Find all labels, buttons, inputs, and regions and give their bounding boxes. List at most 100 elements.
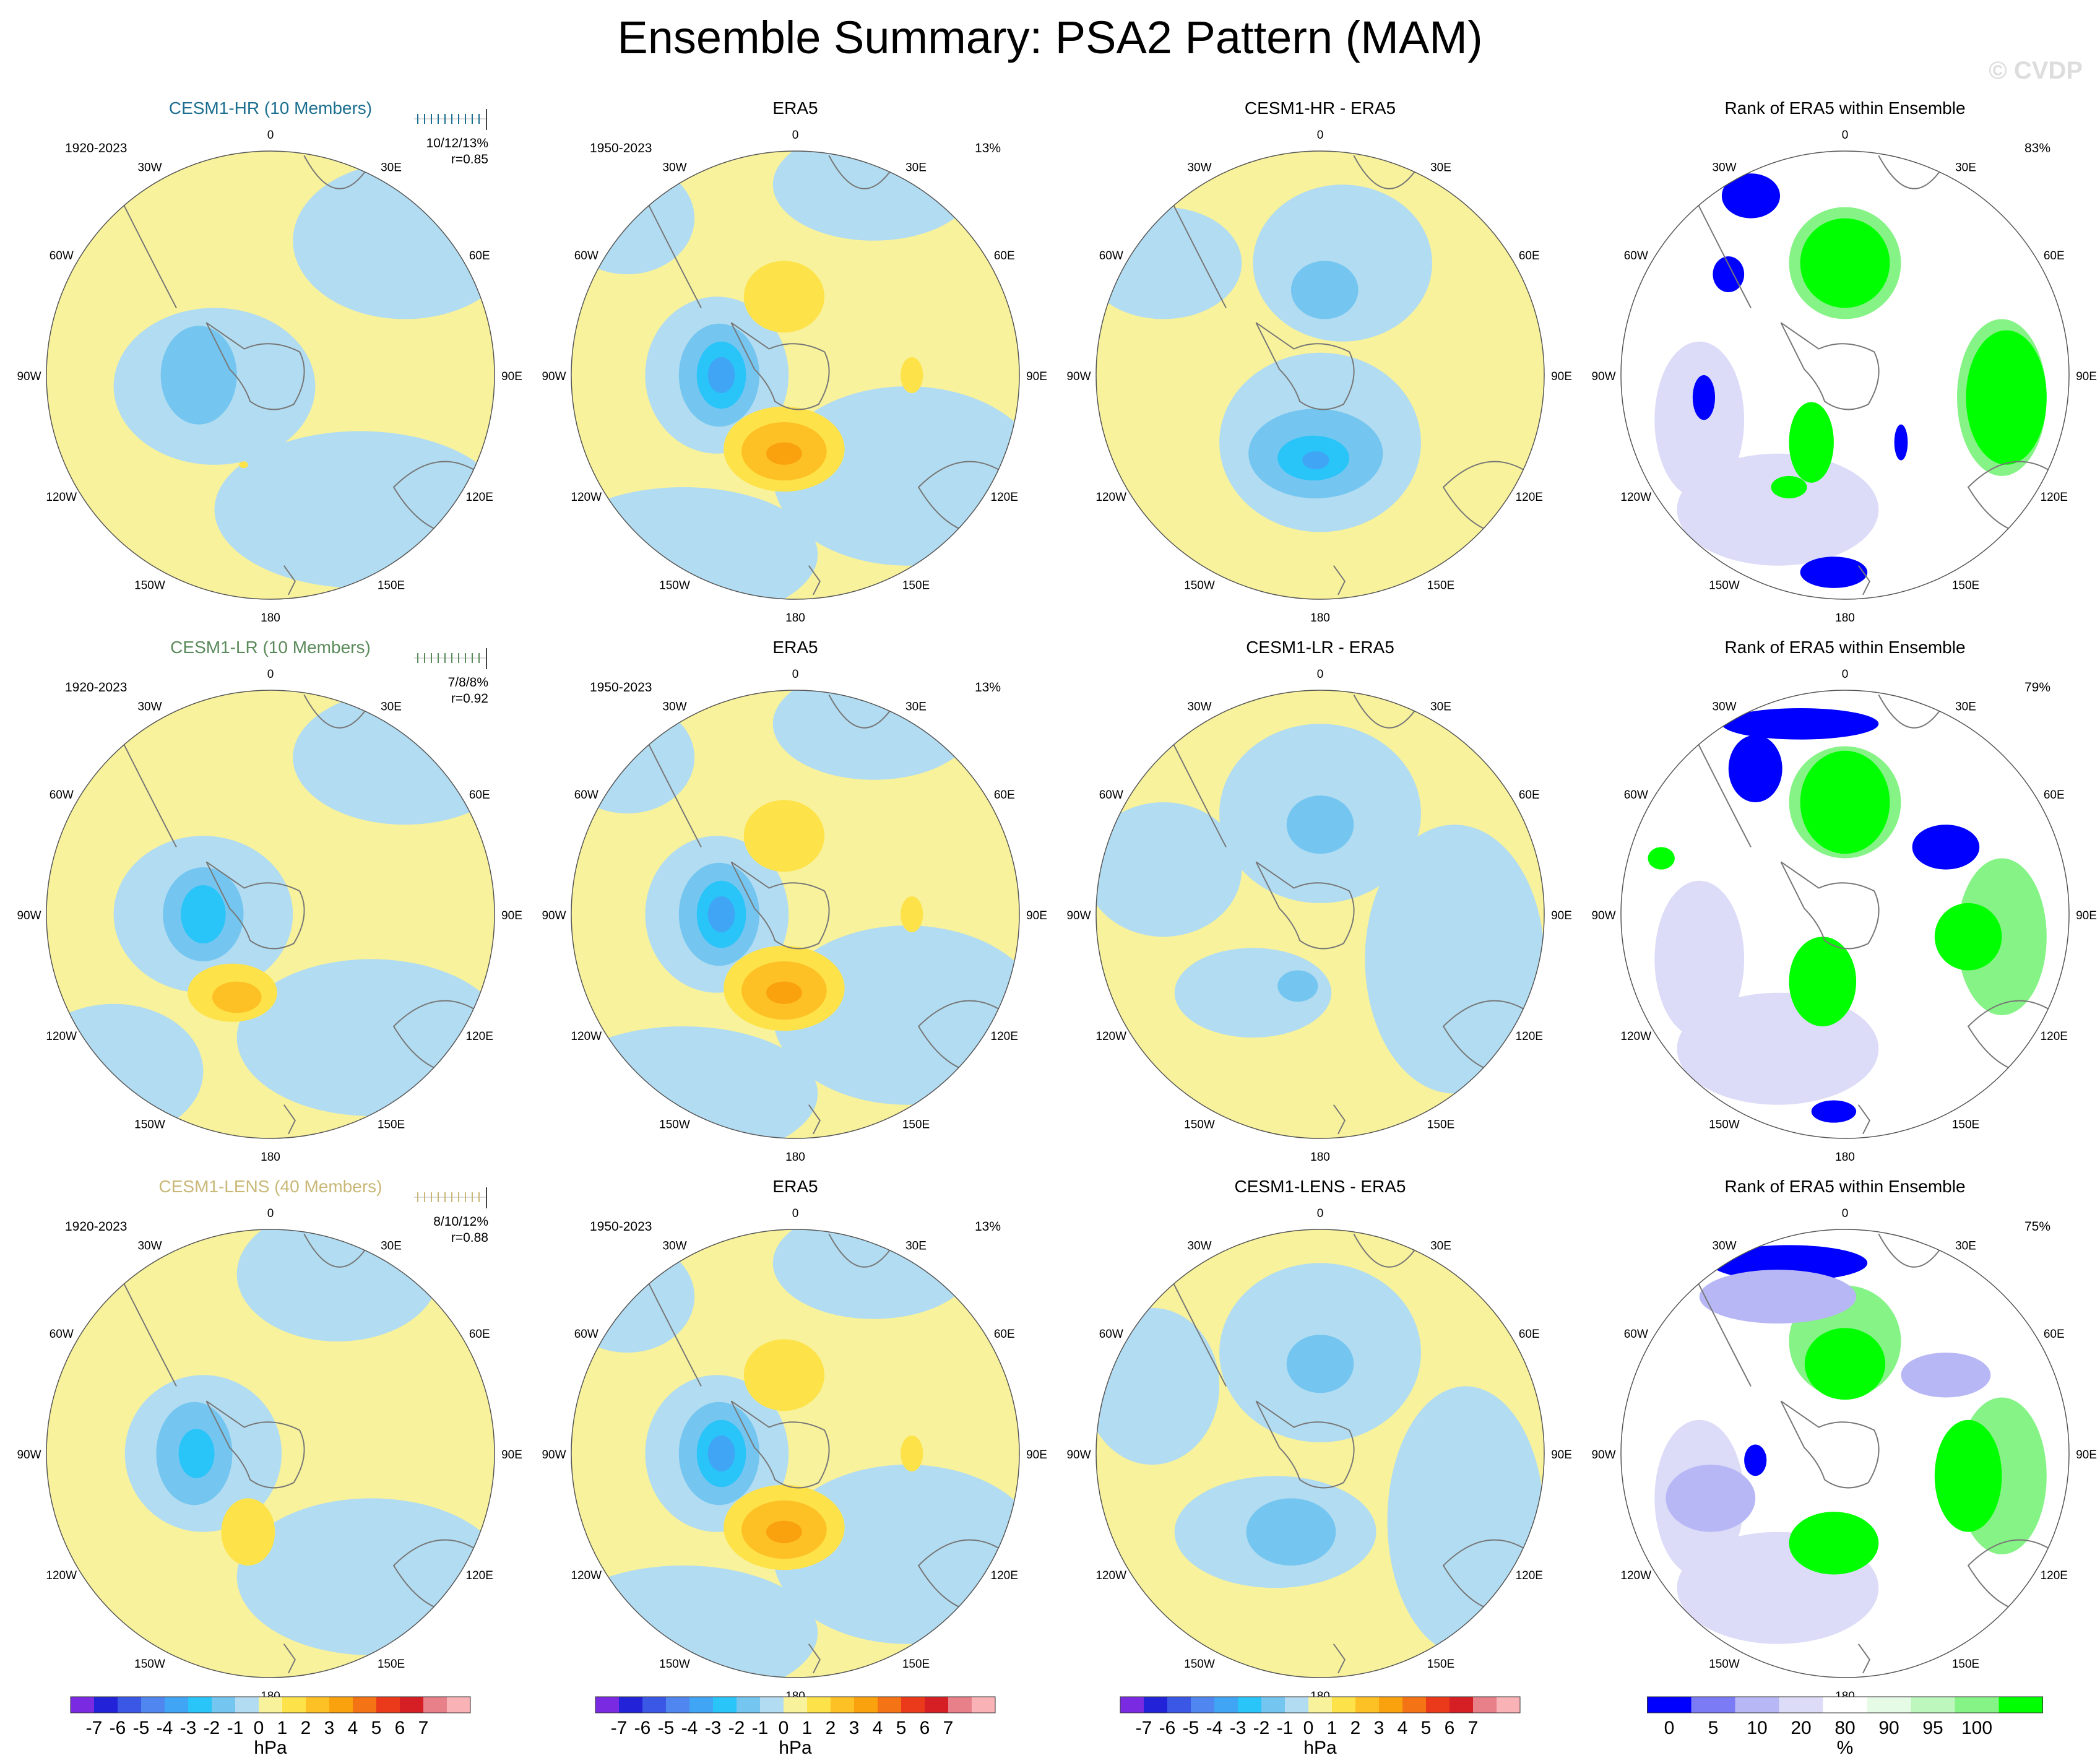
lon-label: 120E: [466, 1569, 493, 1582]
lon-label: 60W: [1624, 1328, 1648, 1341]
lon-label: 90E: [1026, 909, 1047, 922]
negative-region: [1174, 948, 1332, 1038]
lon-label: 60E: [2044, 249, 2065, 262]
colorbar-box: [1473, 1697, 1497, 1713]
colorbar-tick-label: -1: [752, 1718, 769, 1738]
lon-label: 30E: [1430, 700, 1451, 713]
lon-label: 90W: [17, 1449, 41, 1462]
lon-label: 120W: [571, 1030, 602, 1043]
antarctica-outline: [205, 322, 305, 410]
map-border: [571, 690, 1020, 1139]
lon-label: 180: [261, 612, 280, 625]
diff-title: CESM1-HR - ERA5: [1245, 98, 1396, 118]
colorbar-box: [831, 1697, 854, 1713]
lon-label: 60W: [1624, 249, 1648, 262]
lon-label: 150E: [378, 1658, 405, 1671]
lon-label: 60W: [1624, 789, 1648, 802]
model-r: r=0.88: [451, 1231, 488, 1245]
colorbar-box: [188, 1697, 212, 1713]
contour-region: [221, 1498, 275, 1566]
antarctica-outline: [730, 1400, 830, 1489]
lon-label: 150W: [1184, 579, 1215, 592]
colorbar-tick-label: 100: [1961, 1718, 1992, 1738]
panel-r1-obs: 0 30E 60E 90E 120E 150E 180 150W 120W 90W 60W 30W ER…: [542, 638, 1047, 1164]
africa-outline: [1878, 155, 1947, 189]
colorbar-tick-label: -7: [1136, 1718, 1152, 1738]
map-border: [46, 690, 495, 1139]
new-zealand-outline: [283, 565, 296, 596]
colorbar-tick-label: 5: [1421, 1718, 1432, 1738]
lon-label: 120E: [466, 491, 493, 504]
negative-region: [571, 487, 818, 599]
contour-region: [901, 896, 923, 932]
lon-label: 30E: [905, 700, 927, 713]
lon-label: 120E: [2041, 1569, 2068, 1582]
colorbar-box: [1285, 1697, 1308, 1713]
rank-region: [1789, 1512, 1879, 1575]
contour-region: [1290, 261, 1359, 319]
model-r: r=0.85: [451, 152, 488, 167]
contour-region: [766, 442, 802, 465]
rank-region: [1800, 557, 1868, 588]
colorbar-hpa: -7 -6 -5 -4 -3 -2 -1 0 1 2 3 4 5 6 7 hPa: [70, 1696, 471, 1758]
lon-label: 150W: [659, 579, 690, 592]
rank-region: [1721, 173, 1781, 219]
rank-title: Rank of ERA5 within Ensemble: [1724, 638, 1965, 657]
colorbar-box: [1167, 1697, 1191, 1713]
africa-outline: [1878, 1233, 1947, 1268]
new-zealand-outline: [1333, 1104, 1346, 1135]
colorbar-box: [1691, 1697, 1735, 1713]
lon-label: 30E: [1430, 1239, 1451, 1252]
lon-label: 30W: [137, 161, 162, 174]
colorbar-box: [94, 1697, 118, 1713]
panel-r1-model: 0 30E 60E 90E 120E 150E 180 150W 120W 90W 60W 30W CE…: [17, 638, 522, 1164]
antarctica-outline: [1780, 1400, 1880, 1489]
lon-label: 90W: [1591, 909, 1615, 922]
map-field: [1096, 151, 1544, 599]
lon-label: 150E: [902, 1119, 930, 1132]
rank-region: [1800, 750, 1890, 854]
lon-label: 150W: [134, 579, 165, 592]
colorbar-tick-label: 6: [395, 1718, 405, 1738]
lon-label: 120E: [1516, 491, 1543, 504]
lon-label: 0: [1317, 1207, 1324, 1220]
negative-region: [1387, 1386, 1544, 1655]
colorbar-box: [713, 1697, 737, 1713]
colorbar-tick-label: 4: [348, 1718, 358, 1738]
colorbar-box: [329, 1697, 353, 1713]
colorbar-box: [1144, 1697, 1167, 1713]
africa-outline: [1353, 155, 1422, 189]
colorbar-tick-label: -7: [86, 1718, 103, 1738]
panel-r1-diff: 0 30E 60E 90E 120E 150E 180 150W 120W 90W 60W 30W CE…: [1066, 638, 1571, 1164]
contour-region: [1286, 1335, 1354, 1393]
colorbar-tick-label: -5: [133, 1718, 150, 1738]
colorbar-box: [1911, 1697, 1955, 1713]
obs-title: ERA5: [772, 638, 818, 657]
lon-label: 180: [1835, 612, 1855, 625]
colorbar-tick-label: -3: [180, 1718, 197, 1738]
colorbar-box: [1426, 1697, 1450, 1713]
colorbar-box: [423, 1697, 447, 1713]
lon-label: 60W: [574, 249, 598, 262]
rank-region: [1800, 218, 1890, 308]
map-field: [1096, 1229, 1544, 1678]
map-border: [1095, 150, 1545, 600]
panel-r2-obs: 030E60E90E120E150E180150W120W90W60W30WER…: [542, 1177, 1047, 1703]
colorbar-tick-label: -6: [634, 1718, 651, 1738]
map-border: [571, 1229, 1020, 1678]
map-field: [1621, 151, 2069, 599]
page-title: Ensemble Summary: PSA2 Pattern (MAM): [617, 12, 1483, 63]
colorbar-box: [948, 1697, 972, 1713]
map-field: [571, 151, 1019, 599]
colorbar-tick-label: 6: [920, 1718, 930, 1738]
lon-label: 120W: [1620, 1569, 1651, 1582]
model-title: CESM1-HR (10 Members): [169, 98, 372, 118]
negative-region: [1365, 825, 1544, 1094]
panel-r0-diff: 0 30E 60E 90E 120E 150E 180 150W 120W 90W 60W 30W CE…: [1066, 98, 1571, 625]
lon-label: 30W: [137, 700, 162, 713]
lon-label: 60E: [1519, 1328, 1540, 1341]
antarctica-outline: [730, 861, 830, 950]
colorbar-box: [259, 1697, 282, 1713]
lon-label: 30E: [381, 161, 402, 174]
new-zealand-outline: [1857, 565, 1870, 596]
